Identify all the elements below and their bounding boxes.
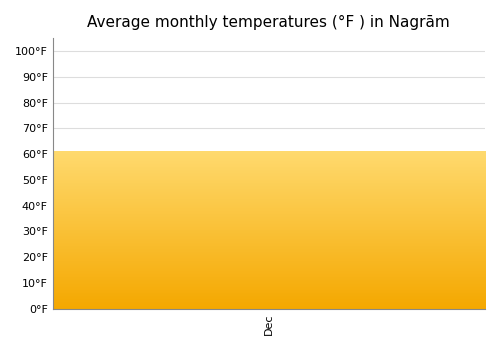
Title: Average monthly temperatures (°F ) in Nagrām: Average monthly temperatures (°F ) in Na… bbox=[88, 15, 450, 30]
